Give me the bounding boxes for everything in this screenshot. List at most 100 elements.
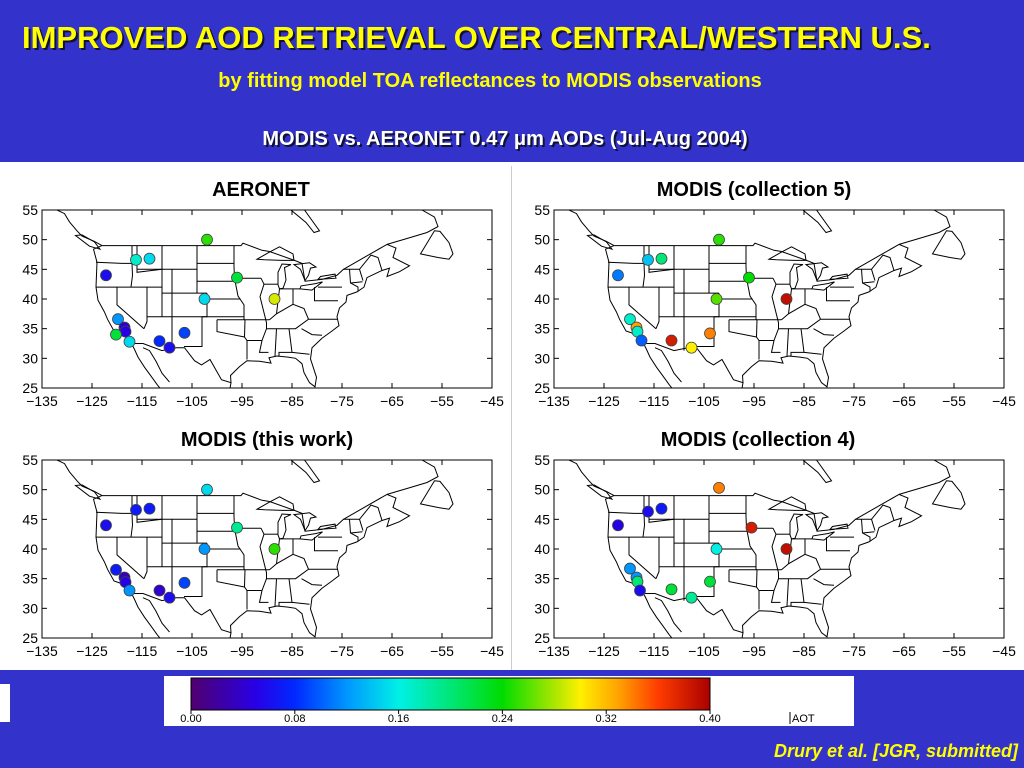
aeronet-site-point <box>178 326 191 339</box>
us-outline <box>604 492 895 638</box>
x-tick-label: −55 <box>942 643 966 659</box>
y-tick-label: 35 <box>534 321 550 337</box>
panel-label-aeronet: AERONET <box>26 177 496 203</box>
slide-title: IMPROVED AOD RETRIEVAL OVER CENTRAL/WEST… <box>22 20 931 55</box>
panel-label-modis-c4: MODIS (collection 4) <box>518 427 998 453</box>
state-border <box>862 531 875 534</box>
aeronet-site-point <box>100 519 112 532</box>
state-border <box>803 351 822 355</box>
x-tick-label: −65 <box>380 643 404 659</box>
aeronet-site-point <box>612 519 624 532</box>
lake-ontario <box>828 523 849 530</box>
state-border <box>216 319 245 338</box>
state-border <box>871 519 876 531</box>
aeronet-site-point <box>634 584 646 597</box>
x-tick-label: −115 <box>639 393 670 409</box>
colorbar-tick-label: 0.24 <box>492 713 513 725</box>
x-tick-label: −85 <box>792 393 816 409</box>
state-border <box>803 601 822 605</box>
gulf-of-california <box>142 347 170 383</box>
state-border <box>349 519 359 542</box>
x-tick-label: −135 <box>26 393 58 409</box>
aeronet-site-point <box>624 313 636 326</box>
hudson-bay <box>754 210 833 234</box>
state-border <box>696 293 720 347</box>
aeronet-site-point <box>780 543 793 555</box>
state-border <box>813 328 835 336</box>
y-tick-label: 55 <box>534 452 550 468</box>
state-border <box>642 495 646 538</box>
map-panel-modis-c4: −135 −125 −115 −105 −95 −85 −75 −65 −55 −45 55 50 45… <box>512 416 1024 670</box>
baja-coast <box>131 593 161 638</box>
plot-frame <box>41 459 493 639</box>
state-border <box>607 261 645 264</box>
map-panel-modis-c5: −135 −125 −115 −105 −95 −85 −75 −65 −55 −45 55 50 45… <box>512 166 1024 420</box>
aeronet-site-point <box>745 521 758 534</box>
lake-huron <box>804 262 830 282</box>
lake-ontario <box>316 523 337 530</box>
state-border <box>628 287 657 330</box>
state-border <box>862 281 875 284</box>
aeronet-site-point <box>655 252 668 265</box>
x-tick-label: −85 <box>280 393 304 409</box>
y-tick-label: 45 <box>534 261 550 277</box>
state-border <box>786 578 789 607</box>
hudson-bay <box>242 210 321 234</box>
mexico-east-coast <box>229 382 232 388</box>
map-svg: −135 −125 −115 −105 −95 −85 −75 −65 −55 −45 55 50 45… <box>22 452 504 659</box>
aeronet-site-point <box>780 293 793 305</box>
y-tick-label: 25 <box>534 630 550 646</box>
aeronet-site-point <box>143 252 156 265</box>
canada-west-coast <box>568 460 615 497</box>
colorbar-gradient <box>190 677 711 711</box>
y-tick-label: 30 <box>534 600 550 616</box>
x-tick-label: −135 <box>538 643 570 659</box>
aeronet-site-point <box>268 293 281 305</box>
aeronet-site-point <box>201 233 213 246</box>
aeronet-site-point <box>100 269 112 282</box>
x-tick-label: −55 <box>942 393 966 409</box>
heading-suffix: m AODs (Jul-Aug 2004) <box>526 128 748 150</box>
state-border <box>278 328 293 357</box>
us-outline <box>92 242 383 388</box>
aeronet-site-point <box>231 521 243 534</box>
y-tick-label: 40 <box>534 541 550 557</box>
colorbar: 0.00 0.08 0.16 0.24 0.32 0.40 AOT <box>164 676 854 726</box>
heading-mu-symbol: μ <box>513 128 527 150</box>
gulf-st-lawrence <box>386 210 439 245</box>
x-tick-label: −105 <box>176 393 208 409</box>
aeronet-site-point <box>635 334 648 347</box>
lake-erie <box>811 281 835 291</box>
x-tick-label: −125 <box>588 643 620 659</box>
aeronet-site-point <box>143 502 156 515</box>
x-tick-label: −125 <box>76 393 108 409</box>
state-border <box>243 319 248 360</box>
colorbar-tick-label: 0.40 <box>699 713 720 725</box>
canada-west-coast <box>56 210 103 247</box>
slide-subtitle: by fitting model TOA reflectances to MOD… <box>218 70 762 92</box>
x-tick-label: −45 <box>992 643 1016 659</box>
y-tick-label: 25 <box>22 630 38 646</box>
y-tick-label: 35 <box>22 571 38 587</box>
colorbar-svg: 0.00 0.08 0.16 0.24 0.32 0.40 AOT <box>180 677 815 725</box>
y-tick-label: 40 <box>534 291 550 307</box>
vancouver-island <box>74 484 102 501</box>
x-tick-label: −45 <box>480 393 504 409</box>
panel-label-modis-this-work: MODIS (this work) <box>34 427 500 453</box>
y-tick-label: 50 <box>22 482 38 498</box>
lake-huron <box>804 512 830 532</box>
colorbar-unit-label: AOT <box>792 713 815 725</box>
aeronet-site-point <box>624 562 636 575</box>
state-border <box>266 318 338 330</box>
y-tick-label: 45 <box>534 511 550 527</box>
aeronet-site-point <box>198 543 211 555</box>
colorbar-tick-label: 0.16 <box>388 713 409 725</box>
state-border <box>628 537 657 580</box>
y-tick-label: 35 <box>22 321 38 337</box>
aeronet-site-point <box>163 591 176 604</box>
x-tick-label: −75 <box>842 643 866 659</box>
y-tick-label: 45 <box>22 261 38 277</box>
y-tick-label: 40 <box>22 541 38 557</box>
y-tick-label: 35 <box>534 571 550 587</box>
aeronet-site-point <box>123 335 136 348</box>
